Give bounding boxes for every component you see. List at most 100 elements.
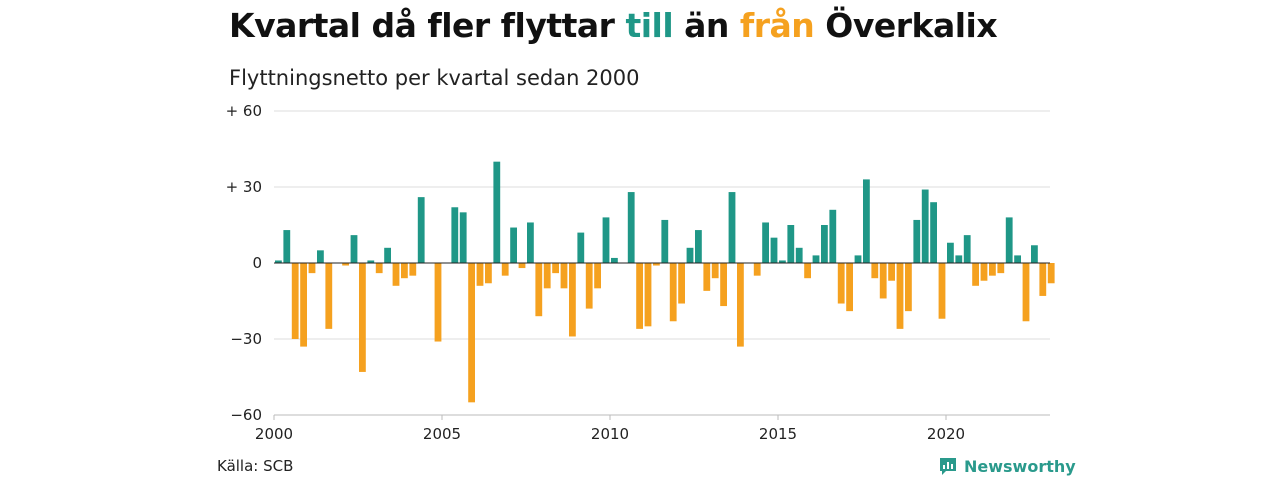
bar — [1022, 263, 1030, 322]
bar — [905, 263, 912, 312]
bar — [434, 263, 442, 342]
title-part-3: än — [673, 6, 740, 45]
bar — [577, 232, 585, 263]
bar — [812, 255, 820, 263]
bar — [896, 263, 904, 329]
bar — [686, 247, 694, 263]
bar — [669, 263, 677, 322]
title-part-till: till — [625, 6, 674, 45]
bar — [720, 263, 727, 307]
bar — [871, 263, 879, 279]
title-part-fran: från — [739, 6, 815, 45]
chart-title: Kvartal då fler flyttar till än från Öve… — [229, 6, 998, 45]
bar — [317, 250, 324, 263]
y-tick-label: 0 — [252, 254, 262, 272]
title-part-1: Kvartal då fler flyttar — [229, 6, 626, 45]
bar — [770, 237, 778, 263]
x-tick-label: 2010 — [591, 425, 629, 443]
bar — [837, 263, 845, 304]
y-tick-label: −60 — [230, 406, 262, 424]
bar — [795, 247, 803, 263]
bar — [854, 255, 862, 263]
bar — [737, 263, 744, 347]
bar — [342, 263, 349, 266]
bar — [728, 192, 736, 263]
y-tick-label: + 30 — [226, 178, 262, 196]
bar — [518, 263, 526, 269]
bar — [359, 263, 366, 372]
bar — [409, 263, 417, 276]
bar — [846, 263, 853, 312]
bar — [300, 263, 307, 347]
bar — [585, 263, 593, 309]
bar — [535, 263, 543, 317]
bar — [703, 263, 711, 291]
bar — [804, 263, 811, 279]
bar — [1005, 217, 1013, 263]
bar — [879, 263, 887, 299]
bar — [930, 202, 937, 263]
bar — [888, 263, 895, 281]
bar — [955, 255, 963, 263]
bar — [947, 242, 954, 263]
bar — [644, 263, 652, 327]
bar — [510, 227, 517, 263]
bar — [627, 192, 635, 263]
bar — [636, 263, 643, 329]
bar — [543, 263, 551, 289]
bar — [325, 263, 333, 329]
title-part-5: Överkalix — [814, 6, 998, 45]
bar — [476, 263, 484, 286]
brand-name: Newsworthy — [964, 456, 1076, 476]
bar — [997, 263, 1005, 274]
bar — [459, 212, 467, 263]
bar — [485, 263, 492, 284]
bar — [913, 219, 921, 263]
bar — [1039, 263, 1047, 296]
bar — [1031, 245, 1038, 263]
bar — [283, 230, 291, 263]
bar — [711, 263, 719, 279]
bar — [367, 260, 375, 263]
bar — [493, 161, 501, 263]
bar — [829, 209, 837, 263]
bar — [375, 263, 383, 274]
bar — [384, 247, 391, 263]
bar — [762, 222, 769, 263]
bar — [417, 197, 425, 263]
y-tick-label: −30 — [230, 330, 262, 348]
bar — [653, 263, 660, 266]
bar — [552, 263, 559, 274]
bar — [569, 263, 576, 337]
bar — [527, 222, 534, 263]
bar — [291, 263, 299, 339]
bar — [972, 263, 979, 286]
bar — [392, 263, 400, 286]
bar — [779, 260, 786, 263]
bar — [468, 263, 475, 403]
x-tick-label: 2015 — [759, 425, 797, 443]
bar — [350, 235, 358, 263]
bar — [980, 263, 988, 281]
bar — [678, 263, 685, 304]
bar — [602, 217, 610, 263]
x-tick-label: 2005 — [423, 425, 461, 443]
bar — [611, 257, 618, 263]
bar — [989, 263, 996, 276]
x-tick-label: 2000 — [255, 425, 293, 443]
bar — [401, 263, 408, 279]
bar — [308, 263, 316, 274]
bar — [963, 235, 971, 263]
chart-subtitle: Flyttningsnetto per kvartal sedan 2000 — [229, 66, 640, 90]
bar — [275, 260, 282, 263]
bar — [753, 263, 761, 276]
bar — [938, 263, 946, 319]
bar — [661, 219, 669, 263]
bar — [787, 225, 795, 263]
y-tick-label: + 60 — [226, 102, 262, 120]
bar — [451, 207, 459, 263]
source-label: Källa: SCB — [217, 457, 294, 475]
bar — [863, 179, 870, 263]
bar — [1047, 263, 1055, 284]
